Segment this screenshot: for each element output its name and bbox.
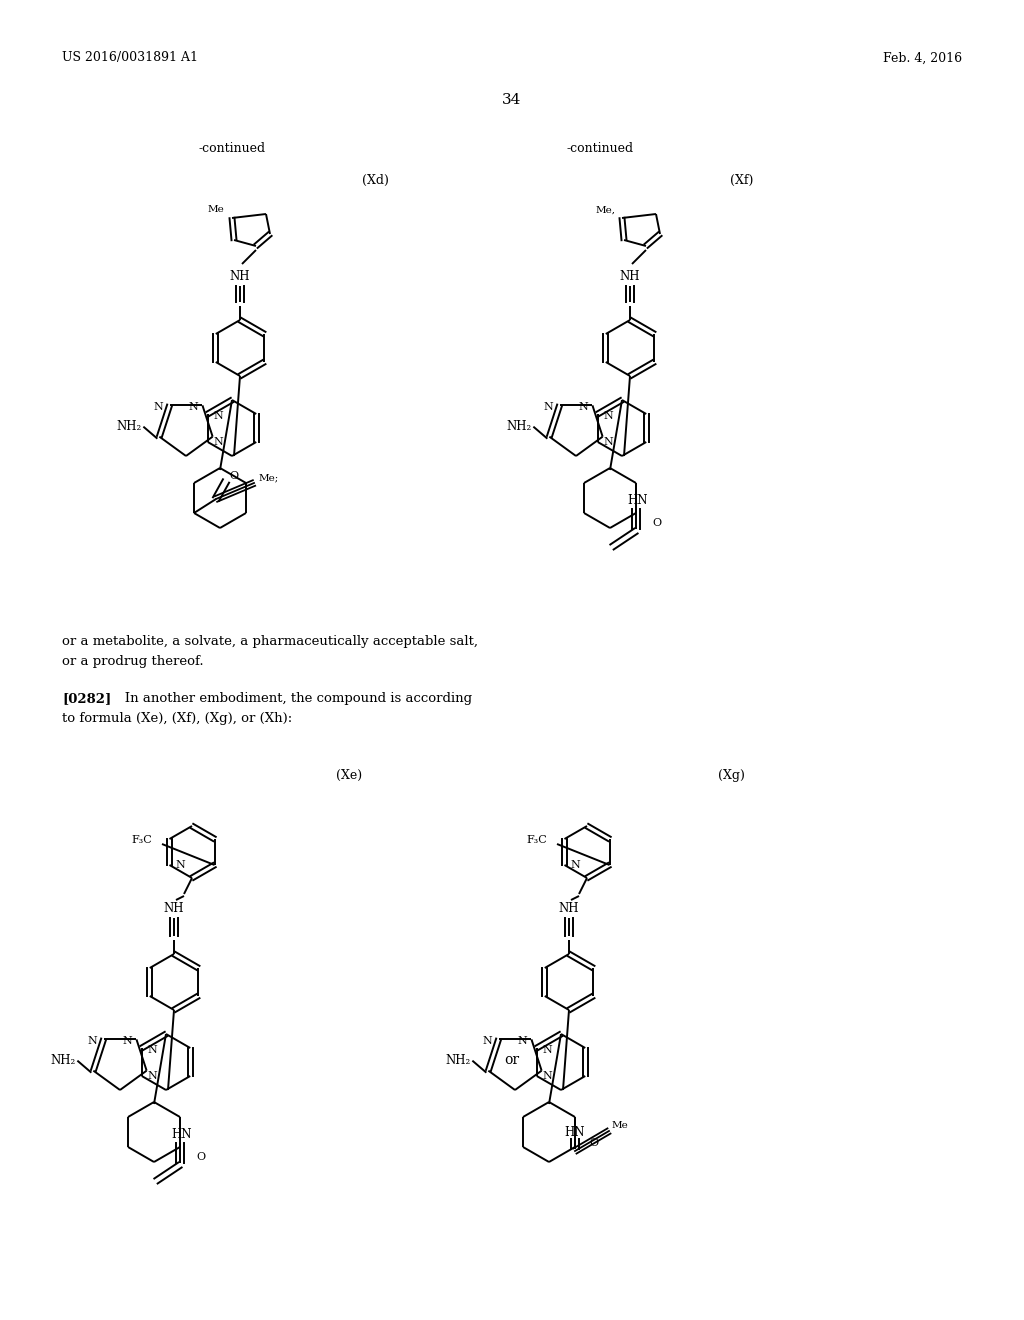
Text: 34: 34	[503, 92, 521, 107]
Text: HN: HN	[564, 1126, 586, 1139]
Text: F₃C: F₃C	[131, 836, 152, 845]
Text: O: O	[589, 1138, 598, 1148]
Text: NH₂: NH₂	[506, 420, 531, 433]
Text: N: N	[123, 1036, 132, 1047]
Text: (Xf): (Xf)	[730, 173, 754, 186]
Text: NH₂: NH₂	[445, 1055, 470, 1067]
Text: NH: NH	[164, 902, 184, 915]
Text: Me,: Me,	[596, 206, 616, 214]
Text: N: N	[175, 861, 185, 870]
Text: N: N	[544, 403, 554, 412]
Text: N: N	[214, 437, 223, 447]
Text: N: N	[570, 861, 581, 870]
Text: O: O	[196, 1152, 205, 1162]
Text: HN: HN	[172, 1129, 193, 1142]
Text: (Xe): (Xe)	[336, 768, 362, 781]
Text: -continued: -continued	[566, 141, 634, 154]
Text: to formula (Xe), (Xf), (Xg), or (Xh):: to formula (Xe), (Xf), (Xg), or (Xh):	[62, 711, 292, 725]
Text: N: N	[482, 1036, 493, 1047]
Text: N: N	[214, 411, 223, 421]
Text: N: N	[154, 403, 164, 412]
Text: or a metabolite, a solvate, a pharmaceutically acceptable salt,: or a metabolite, a solvate, a pharmaceut…	[62, 635, 478, 648]
Text: In another embodiment, the compound is according: In another embodiment, the compound is a…	[112, 692, 472, 705]
Text: Me;: Me;	[258, 474, 279, 483]
Text: N: N	[543, 1045, 553, 1055]
Text: O: O	[652, 517, 662, 528]
Text: NH: NH	[620, 269, 640, 282]
Text: NH₂: NH₂	[50, 1055, 76, 1067]
Text: (Xg): (Xg)	[718, 768, 744, 781]
Text: N: N	[543, 1071, 553, 1081]
Text: -continued: -continued	[199, 141, 265, 154]
Text: N: N	[147, 1071, 158, 1081]
Text: F₃C: F₃C	[526, 836, 547, 845]
Text: N: N	[518, 1036, 527, 1047]
Text: NH: NH	[229, 269, 250, 282]
Text: N: N	[579, 403, 589, 412]
Text: N: N	[188, 403, 199, 412]
Text: O: O	[229, 471, 239, 480]
Text: or: or	[505, 1053, 519, 1067]
Text: N: N	[604, 411, 613, 421]
Text: or a prodrug thereof.: or a prodrug thereof.	[62, 655, 204, 668]
Text: [0282]: [0282]	[62, 692, 112, 705]
Text: NH₂: NH₂	[116, 420, 141, 433]
Text: Feb. 4, 2016: Feb. 4, 2016	[883, 51, 962, 65]
Text: NH: NH	[559, 902, 580, 915]
Text: Me: Me	[612, 1122, 629, 1130]
Text: Me: Me	[208, 206, 224, 214]
Text: N: N	[147, 1045, 158, 1055]
Text: (Xd): (Xd)	[362, 173, 389, 186]
Text: N: N	[604, 437, 613, 447]
Text: N: N	[88, 1036, 97, 1047]
Text: HN: HN	[628, 495, 648, 507]
Text: US 2016/0031891 A1: US 2016/0031891 A1	[62, 51, 198, 65]
